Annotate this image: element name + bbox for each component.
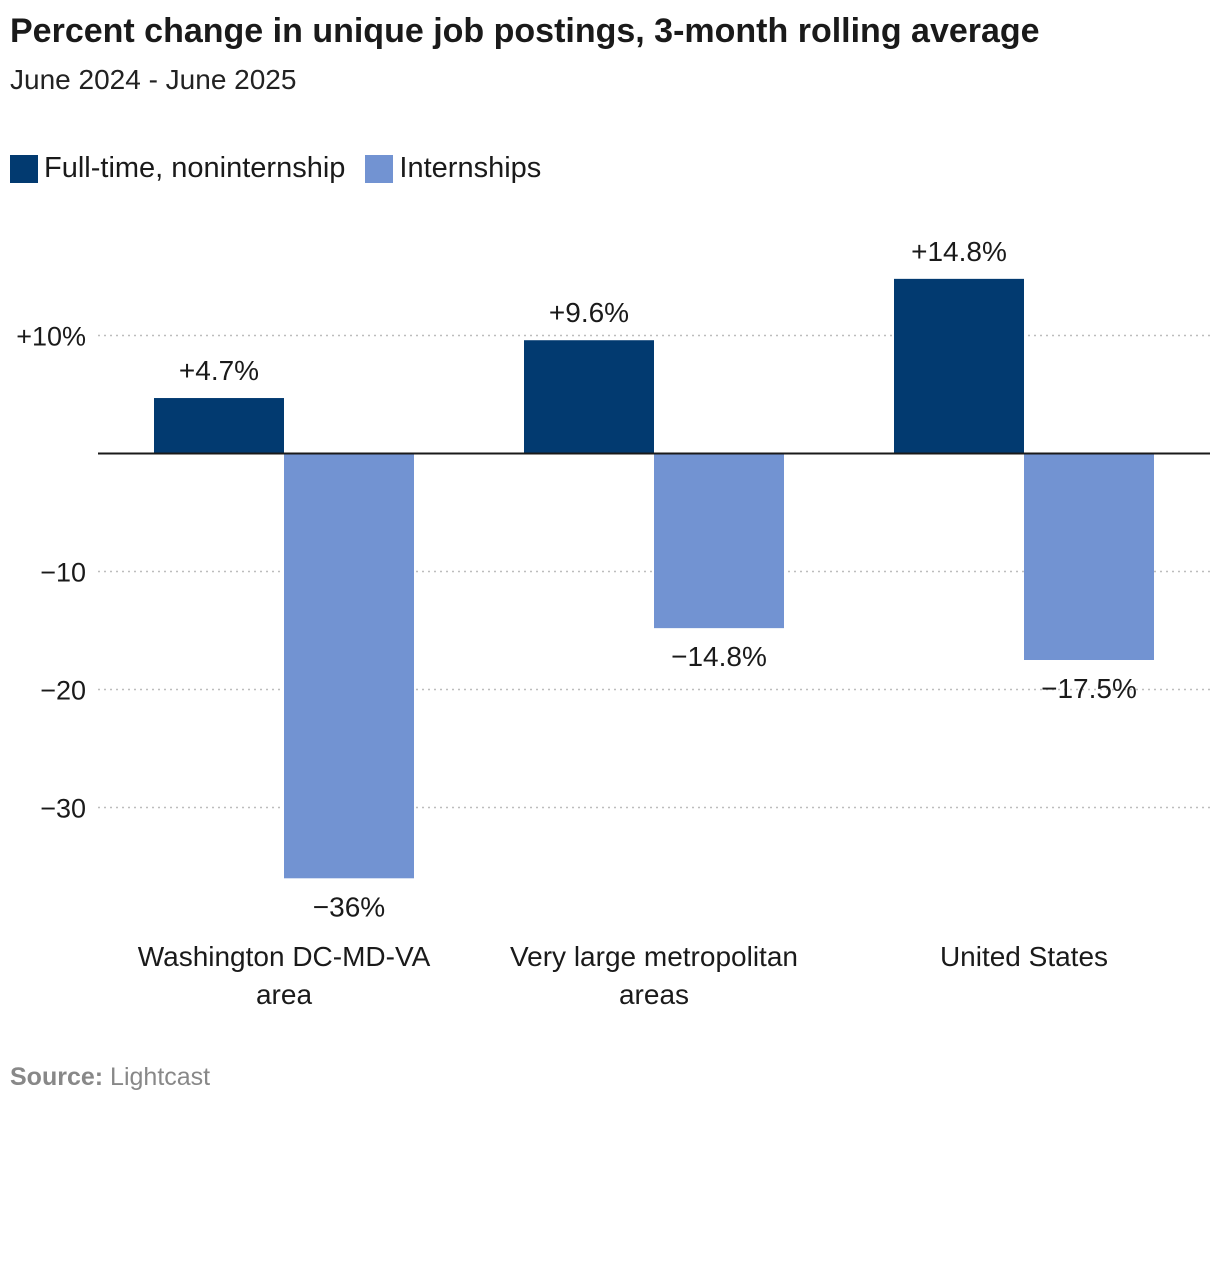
legend-swatch-internships bbox=[365, 154, 394, 183]
data-label: +9.6% bbox=[549, 297, 629, 328]
data-label: −36% bbox=[313, 891, 385, 922]
bar-internships bbox=[1024, 453, 1154, 660]
data-label: +14.8% bbox=[911, 236, 1007, 267]
bar-internships bbox=[284, 453, 414, 879]
chart-legend: Full-time, noninternship Internships bbox=[10, 152, 561, 185]
y-tick-label: −30 bbox=[40, 794, 86, 824]
y-tick-label: −10 bbox=[40, 558, 86, 588]
bar-fulltime bbox=[894, 278, 1024, 454]
x-category-label: United States bbox=[940, 941, 1108, 972]
source-label: Source: bbox=[10, 1063, 104, 1091]
y-tick-label: +10% bbox=[16, 322, 86, 352]
legend-label-internships: Internships bbox=[399, 152, 542, 184]
x-category-label: areas bbox=[619, 979, 689, 1010]
data-label: −14.8% bbox=[671, 641, 767, 672]
x-category-label: area bbox=[256, 979, 312, 1010]
legend-swatch-fulltime bbox=[10, 154, 38, 183]
chart-title: Percent change in unique job postings, 3… bbox=[10, 12, 1040, 50]
bar-fulltime bbox=[154, 398, 284, 454]
legend-item-fulltime: Full-time, noninternship bbox=[10, 152, 345, 185]
legend-item-internships: Internships bbox=[365, 152, 541, 185]
x-category-label: Very large metropolitan bbox=[510, 941, 798, 972]
bar-internships bbox=[654, 453, 784, 629]
source-note: Source: Lightcast bbox=[10, 1063, 210, 1092]
source-value: Lightcast bbox=[110, 1063, 211, 1091]
data-label: −17.5% bbox=[1041, 673, 1137, 704]
chart-subtitle: June 2024 - June 2025 bbox=[10, 64, 297, 95]
legend-label-fulltime: Full-time, noninternship bbox=[44, 152, 346, 184]
y-tick-label: −20 bbox=[40, 676, 86, 706]
data-label: +4.7% bbox=[179, 355, 259, 386]
x-category-label: Washington DC-MD-VA bbox=[138, 941, 431, 972]
bar-fulltime bbox=[524, 340, 654, 454]
